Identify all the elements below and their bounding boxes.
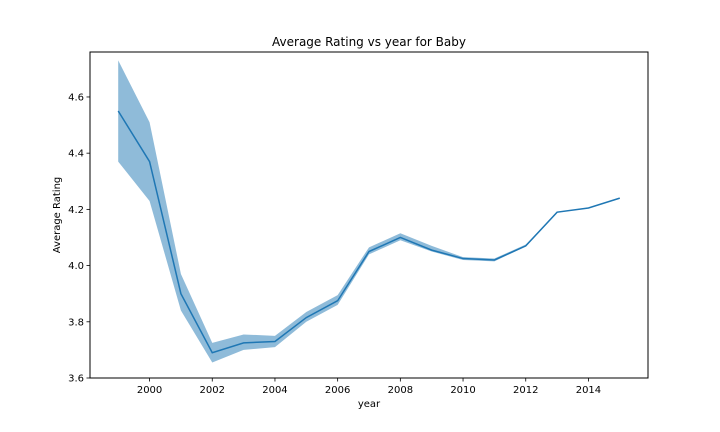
x-tick-label: 2006 — [325, 385, 350, 396]
y-tick-label: 4.6 — [68, 92, 84, 103]
x-axis: 2000 2002 2004 2006 2008 2010 2012 2014 — [137, 378, 601, 396]
chart-title: Average Rating vs year for Baby — [272, 35, 466, 49]
y-axis: 3.6 3.8 4.0 4.2 4.4 4.6 — [68, 92, 90, 385]
x-tick-label: 2004 — [262, 385, 287, 396]
x-tick-label: 2000 — [137, 385, 162, 396]
plot-area — [117, 60, 621, 363]
y-tick-label: 3.8 — [68, 317, 84, 328]
y-axis-label: Average Rating — [52, 177, 63, 253]
x-tick-label: 2002 — [200, 385, 225, 396]
y-tick-label: 4.0 — [68, 261, 84, 272]
y-tick-label: 4.4 — [68, 149, 84, 160]
y-tick-label: 4.2 — [68, 205, 84, 216]
x-tick-label: 2012 — [513, 385, 538, 396]
plot-frame — [89, 51, 649, 379]
x-tick-label: 2014 — [576, 385, 601, 396]
x-axis-label: year — [358, 399, 381, 410]
x-tick-label: 2008 — [388, 385, 413, 396]
y-tick-label: 3.6 — [68, 374, 84, 385]
x-tick-label: 2010 — [450, 385, 475, 396]
series-line — [117, 110, 621, 354]
